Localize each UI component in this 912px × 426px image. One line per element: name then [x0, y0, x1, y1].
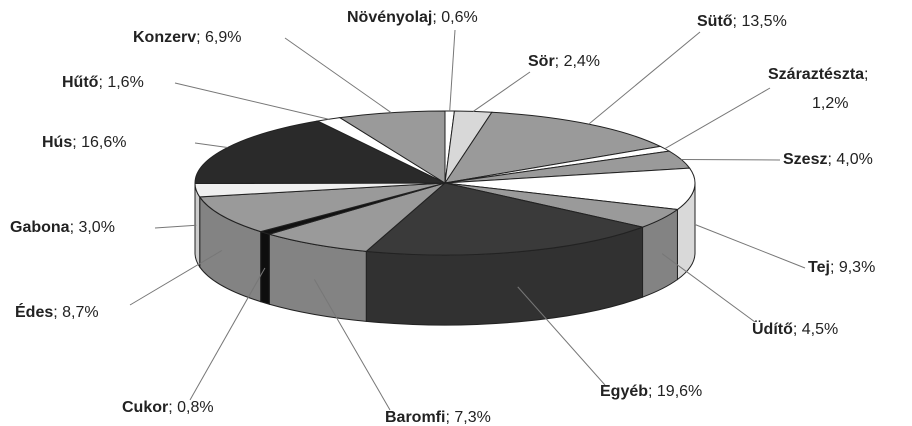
leader-line [517, 286, 606, 386]
category-name: Konzerv [133, 29, 196, 46]
label-separator: ; [70, 219, 79, 236]
data-label: Baromfi; 7,3% [385, 409, 491, 426]
leader-line [189, 267, 266, 401]
leader-line [681, 158, 781, 161]
slice [365, 182, 645, 256]
category-name: Hűtő [62, 74, 99, 91]
leader-line [664, 87, 771, 150]
label-separator: ; [864, 66, 873, 83]
value-label: 1,2% [812, 95, 848, 112]
label-separator: ; [196, 29, 205, 46]
slice [443, 111, 662, 184]
leader-line [313, 279, 391, 411]
label-separator: ; [432, 9, 441, 26]
value-label: 9,3% [839, 259, 875, 276]
leader-line [661, 253, 756, 323]
data-label: Üdítő; 4,5% [752, 319, 838, 338]
value-label: 19,6% [657, 383, 702, 400]
label-separator: ; [98, 74, 107, 91]
category-name: Sör [528, 53, 555, 70]
label-separator: ; [72, 134, 81, 151]
value-label: 7,3% [454, 409, 490, 426]
category-name: Üdítő [752, 319, 793, 338]
leader-line [472, 71, 531, 112]
value-label: 16,6% [81, 134, 126, 151]
data-label: Gabona; 3,0% [10, 219, 115, 236]
label-separator: ; [445, 409, 454, 426]
value-label: 4,5% [802, 321, 838, 338]
label-separator: ; [168, 399, 177, 416]
label-separator: ; [53, 304, 62, 321]
leader-line [129, 250, 223, 306]
data-label: Hűtő; 1,6% [62, 74, 144, 91]
leader-line [194, 142, 228, 149]
category-name: Sütő [697, 13, 733, 30]
data-label: Cukor; 0,8% [122, 399, 214, 416]
category-name: Gabona [10, 219, 70, 236]
label-separator: ; [827, 151, 836, 168]
leader-line [174, 82, 329, 120]
category-name: Szesz [783, 151, 827, 168]
category-name: Édes [15, 302, 53, 321]
label-separator: ; [733, 13, 742, 30]
slice-side [260, 230, 270, 305]
value-label: 3,0% [78, 219, 114, 236]
category-name: Növényolaj [347, 9, 432, 26]
value-label: 8,7% [62, 304, 98, 321]
leader-line [693, 223, 806, 269]
value-label: 6,9% [205, 29, 241, 46]
value-label: 2,4% [564, 53, 600, 70]
data-label: Egyéb; 19,6% [600, 383, 702, 400]
category-name: Baromfi [385, 409, 445, 426]
value-label: 0,6% [441, 9, 477, 26]
value-label: 13,5% [741, 13, 786, 30]
category-name: Egyéb [600, 383, 648, 400]
slice [267, 182, 446, 252]
data-label: Tej; 9,3% [808, 259, 875, 276]
data-label: Növényolaj; 0,6% [347, 9, 478, 26]
data-label: Édes; 8,7% [15, 302, 99, 321]
label-separator: ; [555, 53, 564, 70]
slice [194, 120, 446, 184]
value-label: 1,6% [107, 74, 143, 91]
leader-line [154, 224, 197, 229]
data-label: Hús; 16,6% [42, 134, 127, 151]
category-name: Hús [42, 134, 72, 151]
leader-line [449, 29, 456, 112]
data-label: Száraztészta; 1,2% [768, 66, 873, 112]
leader-line [588, 31, 701, 125]
label-separator: ; [830, 259, 839, 276]
slice [444, 167, 696, 211]
data-label: Sütő; 13,5% [697, 13, 787, 30]
category-name: Cukor [122, 399, 168, 416]
slice [338, 110, 446, 184]
data-label: Sör; 2,4% [528, 53, 600, 70]
data-label: Szesz; 4,0% [783, 151, 873, 168]
value-label: 0,8% [177, 399, 213, 416]
category-name: Száraztészta [768, 66, 864, 83]
data-label: Konzerv; 6,9% [133, 29, 241, 46]
value-label: 4,0% [836, 151, 872, 168]
leader-line [284, 37, 392, 114]
label-separator: ; [793, 321, 802, 338]
category-name: Tej [808, 259, 830, 276]
slice [198, 182, 446, 233]
label-separator: ; [648, 383, 657, 400]
